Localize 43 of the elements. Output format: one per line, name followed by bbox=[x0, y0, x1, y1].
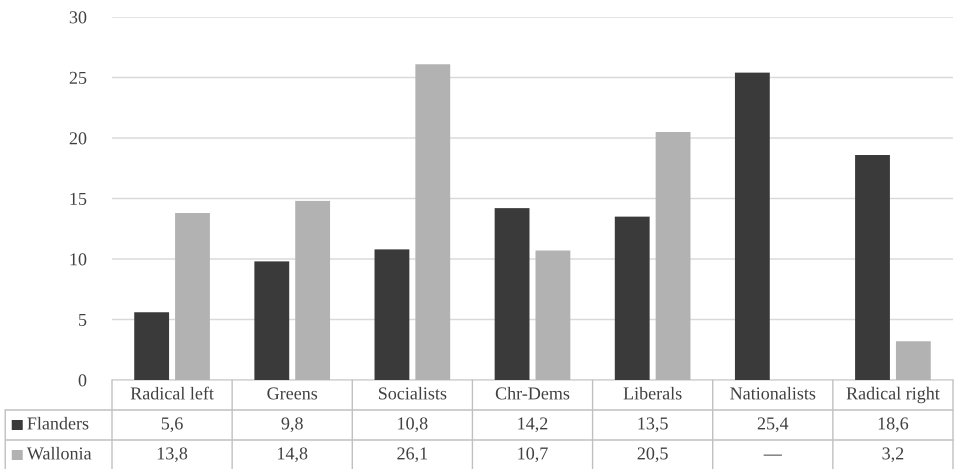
data-label: 3,2 bbox=[882, 447, 904, 462]
data-label: 13,5 bbox=[638, 417, 668, 432]
x-tick-label: Socialists bbox=[378, 386, 446, 400]
bar bbox=[734, 72, 770, 380]
data-label: 14,2 bbox=[518, 417, 548, 432]
bar bbox=[855, 154, 890, 380]
bar bbox=[656, 132, 690, 380]
data-label: 5,6 bbox=[162, 417, 183, 432]
x-tick-label: Chr-Dems bbox=[496, 386, 570, 400]
bar bbox=[175, 213, 210, 380]
bar bbox=[494, 208, 530, 380]
bar bbox=[415, 64, 450, 380]
y-tick-label: 10 bbox=[70, 253, 86, 266]
data-label: 14,8 bbox=[278, 447, 308, 462]
y-tick-label: 25 bbox=[70, 72, 86, 84]
data-label: 18,6 bbox=[878, 417, 908, 432]
y-tick-label: 5 bbox=[79, 314, 86, 326]
data-label: 10,8 bbox=[398, 417, 428, 432]
x-tick-label: Radical left bbox=[130, 386, 214, 400]
legend-label: Flanders bbox=[27, 416, 88, 430]
y-tick-label: 30 bbox=[70, 11, 86, 24]
bar bbox=[536, 250, 570, 380]
bar bbox=[254, 261, 290, 380]
bar bbox=[295, 200, 330, 380]
bar bbox=[374, 249, 410, 380]
data-label: 25,4 bbox=[758, 417, 788, 432]
y-tick-label: 15 bbox=[70, 192, 86, 205]
data-label: 10,7 bbox=[518, 447, 548, 462]
data-label: 20,5 bbox=[638, 447, 668, 462]
bar bbox=[134, 312, 170, 380]
x-tick-label: Liberals bbox=[624, 386, 682, 400]
bar bbox=[896, 341, 931, 380]
text: — bbox=[764, 454, 782, 456]
legend-label: Wallonia bbox=[26, 446, 92, 460]
data-label: 13,8 bbox=[158, 447, 188, 462]
x-tick-label: Radical right bbox=[846, 386, 940, 404]
x-tick-label: Greens bbox=[267, 387, 318, 400]
data-label: 9,8 bbox=[282, 417, 303, 432]
bar bbox=[614, 216, 650, 380]
x-tick-label: Nationalists bbox=[730, 386, 816, 400]
data-label: 26,1 bbox=[397, 447, 428, 462]
y-tick-label: 20 bbox=[70, 132, 86, 144]
y-tick-label: 0 bbox=[78, 374, 86, 386]
